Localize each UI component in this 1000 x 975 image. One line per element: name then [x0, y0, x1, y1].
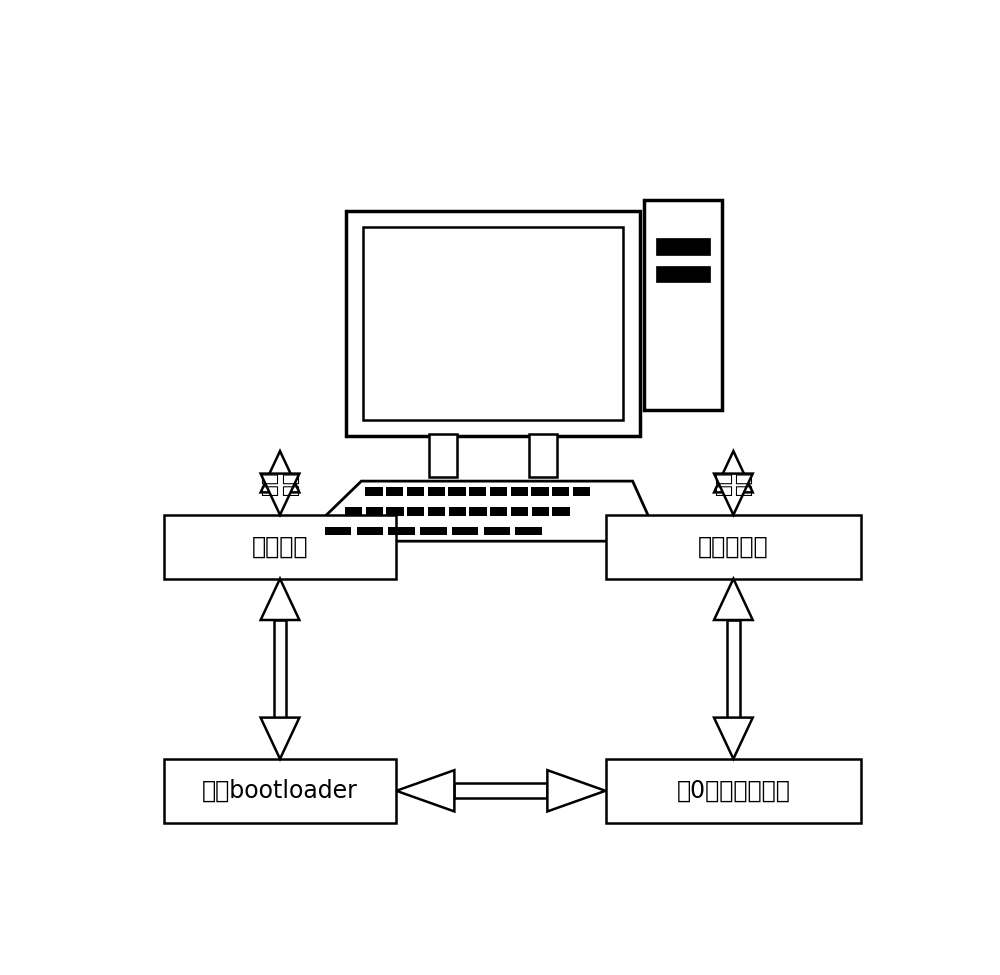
FancyBboxPatch shape — [469, 488, 486, 496]
Polygon shape — [396, 770, 454, 811]
Polygon shape — [261, 474, 299, 515]
Polygon shape — [261, 718, 299, 759]
Polygon shape — [299, 481, 660, 541]
FancyBboxPatch shape — [429, 434, 457, 478]
FancyBboxPatch shape — [428, 488, 445, 496]
FancyBboxPatch shape — [656, 238, 710, 254]
FancyBboxPatch shape — [325, 526, 351, 535]
Polygon shape — [714, 718, 753, 759]
Polygon shape — [261, 451, 299, 492]
FancyBboxPatch shape — [388, 526, 415, 535]
FancyBboxPatch shape — [511, 507, 528, 516]
FancyBboxPatch shape — [448, 488, 466, 496]
Text: 命令
下发: 命令 下发 — [260, 471, 300, 494]
Polygon shape — [547, 770, 606, 811]
FancyBboxPatch shape — [490, 488, 507, 496]
FancyBboxPatch shape — [452, 526, 478, 535]
FancyBboxPatch shape — [386, 507, 404, 516]
FancyBboxPatch shape — [532, 507, 549, 516]
Polygon shape — [714, 451, 753, 492]
Polygon shape — [714, 579, 753, 620]
FancyBboxPatch shape — [420, 526, 447, 535]
FancyBboxPatch shape — [484, 526, 510, 535]
FancyBboxPatch shape — [449, 507, 466, 516]
FancyBboxPatch shape — [345, 507, 362, 516]
Polygon shape — [274, 620, 286, 718]
Text: 核0重新加载固件: 核0重新加载固件 — [676, 779, 790, 802]
FancyBboxPatch shape — [366, 507, 383, 516]
FancyBboxPatch shape — [531, 488, 549, 496]
FancyBboxPatch shape — [363, 227, 623, 419]
FancyBboxPatch shape — [573, 488, 590, 496]
Text: 命令
回收: 命令 回收 — [714, 471, 753, 494]
FancyBboxPatch shape — [490, 507, 507, 516]
FancyBboxPatch shape — [515, 526, 542, 535]
FancyBboxPatch shape — [656, 265, 710, 282]
FancyBboxPatch shape — [529, 434, 557, 478]
Polygon shape — [346, 211, 640, 436]
FancyBboxPatch shape — [164, 515, 396, 579]
Polygon shape — [261, 579, 299, 620]
FancyBboxPatch shape — [511, 488, 528, 496]
Text: 加载bootloader: 加载bootloader — [202, 779, 358, 802]
FancyBboxPatch shape — [407, 507, 424, 516]
FancyBboxPatch shape — [606, 759, 861, 823]
Polygon shape — [727, 620, 740, 718]
FancyBboxPatch shape — [552, 507, 570, 516]
FancyBboxPatch shape — [386, 488, 403, 496]
FancyBboxPatch shape — [469, 507, 487, 516]
FancyBboxPatch shape — [606, 515, 861, 579]
Polygon shape — [727, 474, 740, 492]
FancyBboxPatch shape — [644, 200, 722, 410]
FancyBboxPatch shape — [407, 488, 424, 496]
FancyBboxPatch shape — [164, 759, 396, 823]
Polygon shape — [454, 783, 547, 799]
FancyBboxPatch shape — [365, 488, 383, 496]
FancyBboxPatch shape — [357, 526, 383, 535]
Text: 硬件上电: 硬件上电 — [252, 535, 308, 559]
FancyBboxPatch shape — [428, 507, 445, 516]
Text: 唤醒其他核: 唤醒其他核 — [698, 535, 769, 559]
Polygon shape — [714, 474, 753, 515]
Polygon shape — [274, 474, 286, 492]
FancyBboxPatch shape — [552, 488, 569, 496]
